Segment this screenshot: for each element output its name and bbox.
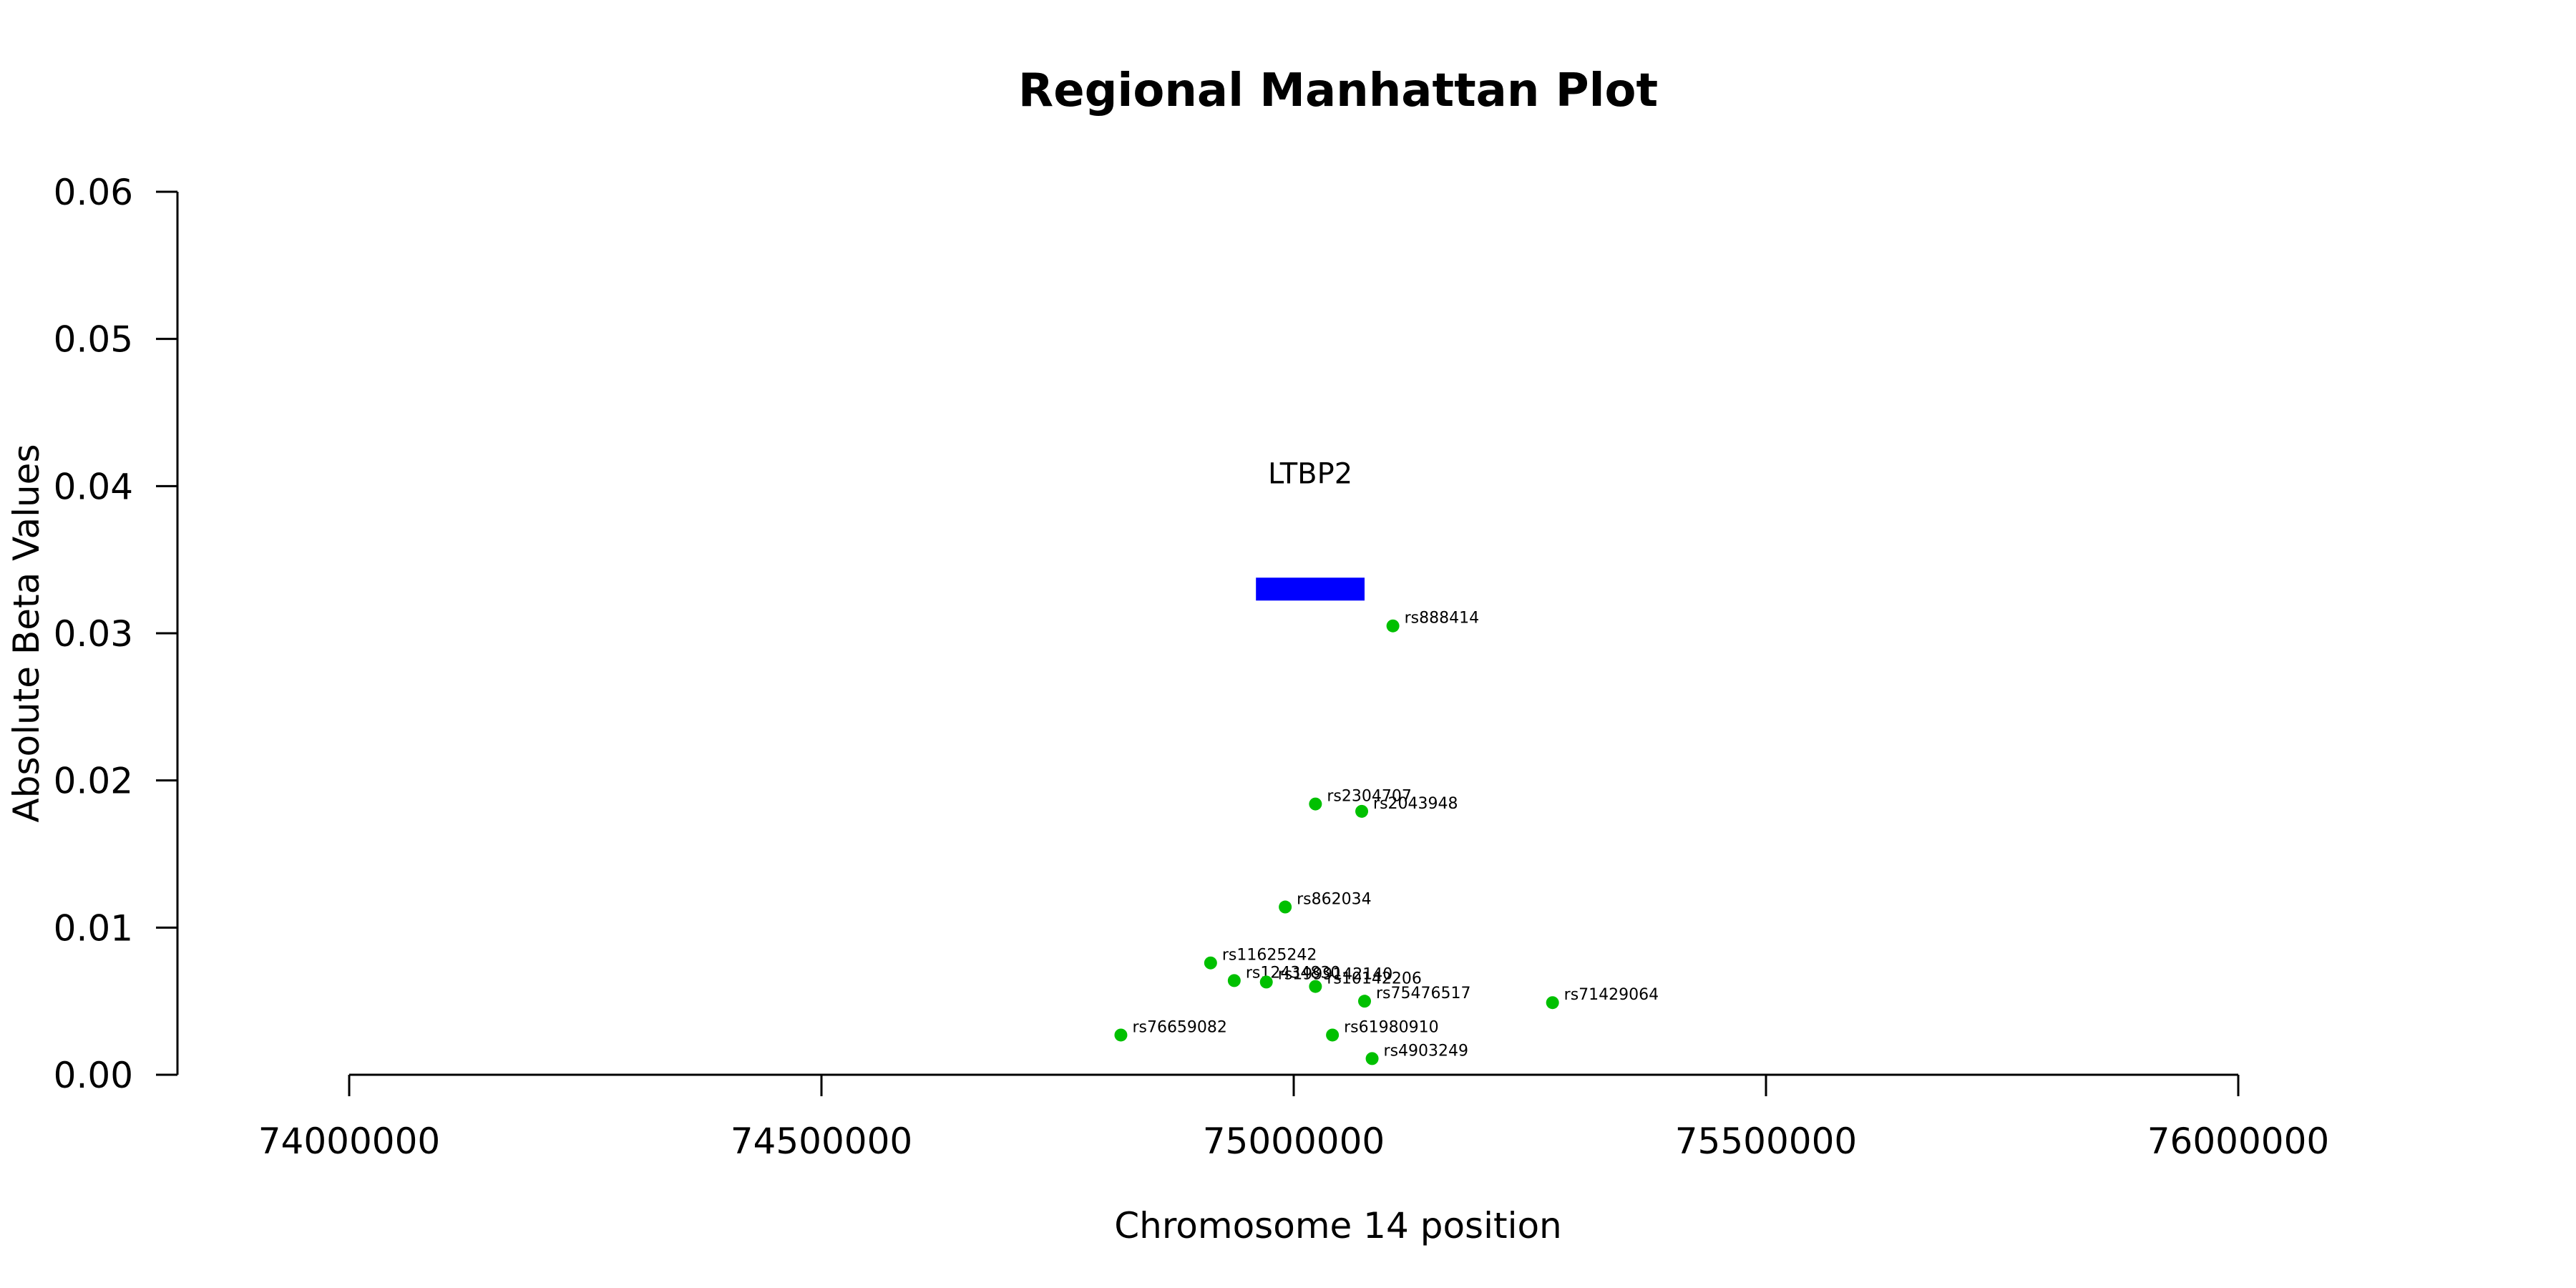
snp-point [1259, 975, 1273, 989]
y-tick-label: 0.06 [54, 172, 133, 213]
y-tick-label: 0.00 [54, 1055, 133, 1096]
snp-label: rs71429064 [1564, 986, 1659, 1004]
snp-point [1355, 804, 1369, 818]
snp-label: rs2304707 [1327, 788, 1412, 806]
snp-point [1309, 980, 1322, 993]
y-axis-label: Absolute Beta Values [6, 444, 47, 823]
y-axis: 0.00 0.01 0.02 0.03 0.04 0.05 0.06 [54, 172, 179, 1096]
gene-track: LTBP2 [1256, 457, 1365, 601]
snp-label: rs11625242 [1222, 947, 1317, 965]
gene-bar [1256, 577, 1365, 601]
snp-point [1365, 1052, 1379, 1065]
snp-point [1386, 619, 1400, 633]
snp-label: rs1999142140 [1278, 965, 1392, 983]
snp-point [1546, 996, 1559, 1010]
snp-point [1279, 900, 1292, 914]
snp-point [1114, 1028, 1128, 1042]
snp-label: rs888414 [1405, 610, 1480, 628]
snp-label: rs4903249 [1384, 1042, 1469, 1060]
y-tick-label: 0.04 [54, 466, 133, 507]
snp-point [1227, 974, 1241, 987]
snp-label: rs2043948 [1373, 795, 1458, 813]
x-ticks: 74000000 74500000 75000000 75500000 76000000 [258, 1075, 2330, 1162]
x-tick-label: 76000000 [2147, 1121, 2330, 1162]
snp-label: rs76659082 [1132, 1018, 1226, 1036]
chart-title: Regional Manhattan Plot [1018, 64, 1658, 117]
snp-point [1204, 956, 1217, 970]
y-tick-label: 0.02 [54, 761, 133, 802]
x-tick-label: 74500000 [731, 1121, 913, 1162]
x-axis-label: Chromosome 14 position [1114, 1205, 1562, 1246]
snp-label: rs862034 [1297, 891, 1372, 909]
y-ticks: 0.00 0.01 0.02 0.03 0.04 0.05 0.06 [54, 172, 177, 1096]
snp-label: rs75476517 [1376, 985, 1470, 1002]
snp-point [1326, 1028, 1340, 1042]
x-axis: 74000000 74500000 75000000 75500000 76000000 [258, 1073, 2330, 1162]
snp-label: rs61980910 [1344, 1018, 1438, 1036]
snp-label: rs10142206 [1327, 970, 1421, 988]
y-tick-label: 0.03 [54, 613, 133, 655]
x-tick-label: 74000000 [258, 1121, 441, 1162]
snp-point [1309, 797, 1322, 811]
snp-point [1358, 995, 1371, 1008]
y-tick-label: 0.01 [54, 907, 133, 949]
x-tick-label: 75500000 [1675, 1121, 1858, 1162]
x-tick-label: 75000000 [1203, 1121, 1385, 1162]
y-tick-label: 0.05 [54, 319, 133, 361]
gene-label: LTBP2 [1268, 457, 1352, 490]
